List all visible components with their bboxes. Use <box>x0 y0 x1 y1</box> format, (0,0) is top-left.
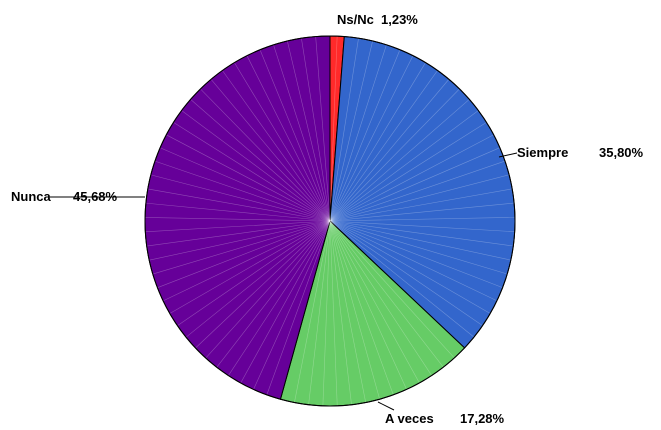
pie-shade-line <box>266 220 331 395</box>
pie-shade-line <box>329 220 338 406</box>
pie-shade-line <box>173 122 331 222</box>
pie-shade-line <box>154 160 331 222</box>
pie-shade-line <box>329 220 491 314</box>
pie-shade-line <box>329 220 352 405</box>
pie-shade-line <box>329 220 514 247</box>
pie-shade-line <box>185 220 331 338</box>
pie-outline <box>144 35 516 407</box>
pie-shade-line <box>147 188 331 222</box>
pie-shade-line <box>145 220 331 233</box>
pie-shade-line <box>177 220 331 326</box>
pie-shade-line <box>329 220 475 338</box>
pie-shade-line <box>240 220 331 384</box>
pie-shade-line <box>329 188 513 222</box>
pie-shade-line <box>329 62 426 222</box>
slice-value-ns-nc: 1,23% <box>381 12 418 27</box>
pie-shade-line <box>294 220 331 403</box>
pie-shade-line <box>169 220 331 314</box>
pie-shade-line <box>329 220 498 302</box>
pie-shade-line <box>329 40 373 222</box>
pie-slices <box>144 35 516 407</box>
pie-shade-line <box>301 38 331 222</box>
pie-shade-line <box>329 88 460 222</box>
pie-shade-line <box>195 220 331 349</box>
pie-shade-line <box>329 110 479 222</box>
leader-line-a-veces <box>377 401 395 411</box>
pie-shade-line <box>145 217 331 222</box>
slice-label-a-veces: A veces <box>385 411 434 426</box>
pie-shade-line <box>329 220 380 400</box>
pie-shade-line <box>273 44 331 222</box>
leader-line-siempre <box>498 152 518 158</box>
pie-shade-line <box>329 134 494 222</box>
pie-shade-line <box>253 220 331 390</box>
pie-shade-line <box>329 220 515 233</box>
pie-shade-line <box>259 49 331 222</box>
pie-shade-line <box>329 49 401 222</box>
pie-shade-line <box>157 220 331 288</box>
slice-label-siempre: Siempre <box>517 145 568 160</box>
pie-shade-line <box>329 220 366 403</box>
pie-shade-line <box>329 220 511 261</box>
pie-shade-line <box>200 88 331 222</box>
pie-shade-line <box>146 220 331 247</box>
pie-labels: Ns/Nc 1,23% Siempre 35,80% A veces 17,28% Nunc… <box>11 12 644 426</box>
pie-shade-line <box>329 99 470 222</box>
pie-shade-line <box>329 220 432 376</box>
pie-shade-line <box>287 40 331 222</box>
slice-value-siempre: 35,80% <box>599 145 644 160</box>
pie-shade-line <box>329 79 450 222</box>
pie-shade-line <box>329 220 394 395</box>
pie-shade-line <box>228 220 331 376</box>
pie-shade-line <box>160 147 331 222</box>
pie-shade-line <box>162 220 331 302</box>
slice-label-ns-nc: Ns/Nc <box>337 12 374 27</box>
pie-shade-line <box>329 147 500 222</box>
pie-shade-line <box>329 202 515 222</box>
pie-shade-line <box>145 202 331 222</box>
pie-shade-line <box>210 79 331 222</box>
pie-shade-line <box>308 220 331 405</box>
pie-shade-line <box>329 38 359 222</box>
pie-shade-line <box>329 217 515 222</box>
pie-shade-line <box>222 70 331 222</box>
pie-shade-line <box>234 62 331 222</box>
pie-shade-line <box>329 220 407 390</box>
pie-shade-line <box>322 220 331 406</box>
pie-shade-line <box>329 220 455 359</box>
pie-shade-line <box>150 174 331 222</box>
pie-shade-line <box>246 55 331 222</box>
slice-value-nunca: 45,68% <box>73 189 118 204</box>
pie-shade-line <box>329 220 503 288</box>
pie-shade-line <box>329 122 487 222</box>
pie-shade-line <box>315 36 331 222</box>
pie-shade-line <box>205 220 331 359</box>
pie-shade-line <box>166 134 331 222</box>
pie-shade-line <box>190 99 331 222</box>
pie-shade-line <box>329 70 438 222</box>
pie-shade-line <box>216 220 331 368</box>
pie-shade-line <box>329 44 387 222</box>
pie-shade-line <box>329 55 414 222</box>
pie-shade-line <box>149 220 331 261</box>
slice-label-nunca: Nunca <box>11 189 52 204</box>
pie-shade-line <box>181 110 331 222</box>
pie-shade-line <box>329 220 420 384</box>
pie-shade-line <box>152 220 331 275</box>
pie-shade-line <box>329 36 338 222</box>
pie-shade-line <box>329 160 506 222</box>
pie-shade-line <box>329 220 444 368</box>
pie-shade-line <box>329 174 510 222</box>
pie-shade-line <box>329 220 508 275</box>
slice-value-a-veces: 17,28% <box>460 411 505 426</box>
pie-shade-line <box>329 220 483 326</box>
